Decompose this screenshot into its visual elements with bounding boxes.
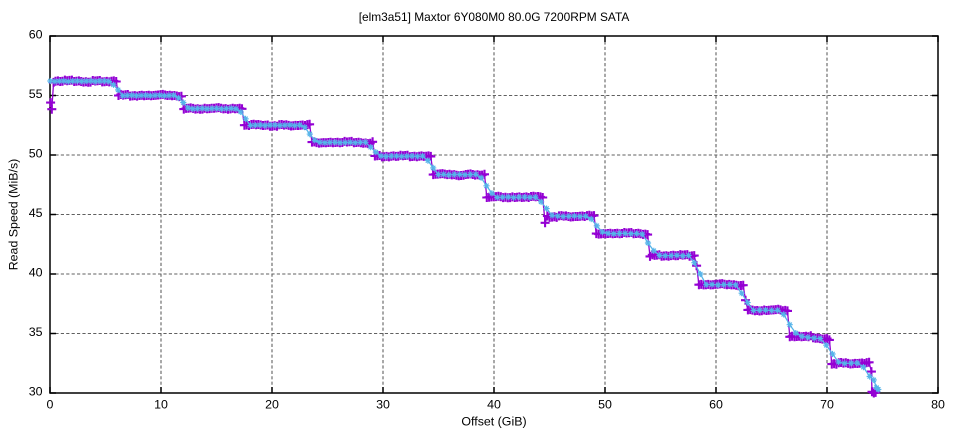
svg-text:60: 60	[29, 28, 43, 42]
svg-text:35: 35	[29, 325, 43, 339]
svg-text:Offset (GiB): Offset (GiB)	[461, 415, 526, 429]
svg-text:Read Speed (MiB/s): Read Speed (MiB/s)	[7, 159, 21, 271]
svg-text:50: 50	[598, 398, 612, 412]
svg-text:60: 60	[709, 398, 723, 412]
svg-text:30: 30	[376, 398, 390, 412]
svg-text:50: 50	[29, 147, 43, 161]
svg-text:55: 55	[29, 87, 43, 101]
svg-text:0: 0	[47, 398, 54, 412]
svg-text:40: 40	[487, 398, 501, 412]
svg-text:70: 70	[820, 398, 834, 412]
svg-text:30: 30	[29, 385, 43, 399]
svg-text:40: 40	[29, 266, 43, 280]
svg-text:45: 45	[29, 206, 43, 220]
svg-text:[elm3a51] Maxtor 6Y080M0 80.0G: [elm3a51] Maxtor 6Y080M0 80.0G 7200RPM S…	[359, 10, 630, 24]
svg-text:80: 80	[931, 398, 945, 412]
svg-text:10: 10	[154, 398, 168, 412]
svg-text:20: 20	[265, 398, 279, 412]
